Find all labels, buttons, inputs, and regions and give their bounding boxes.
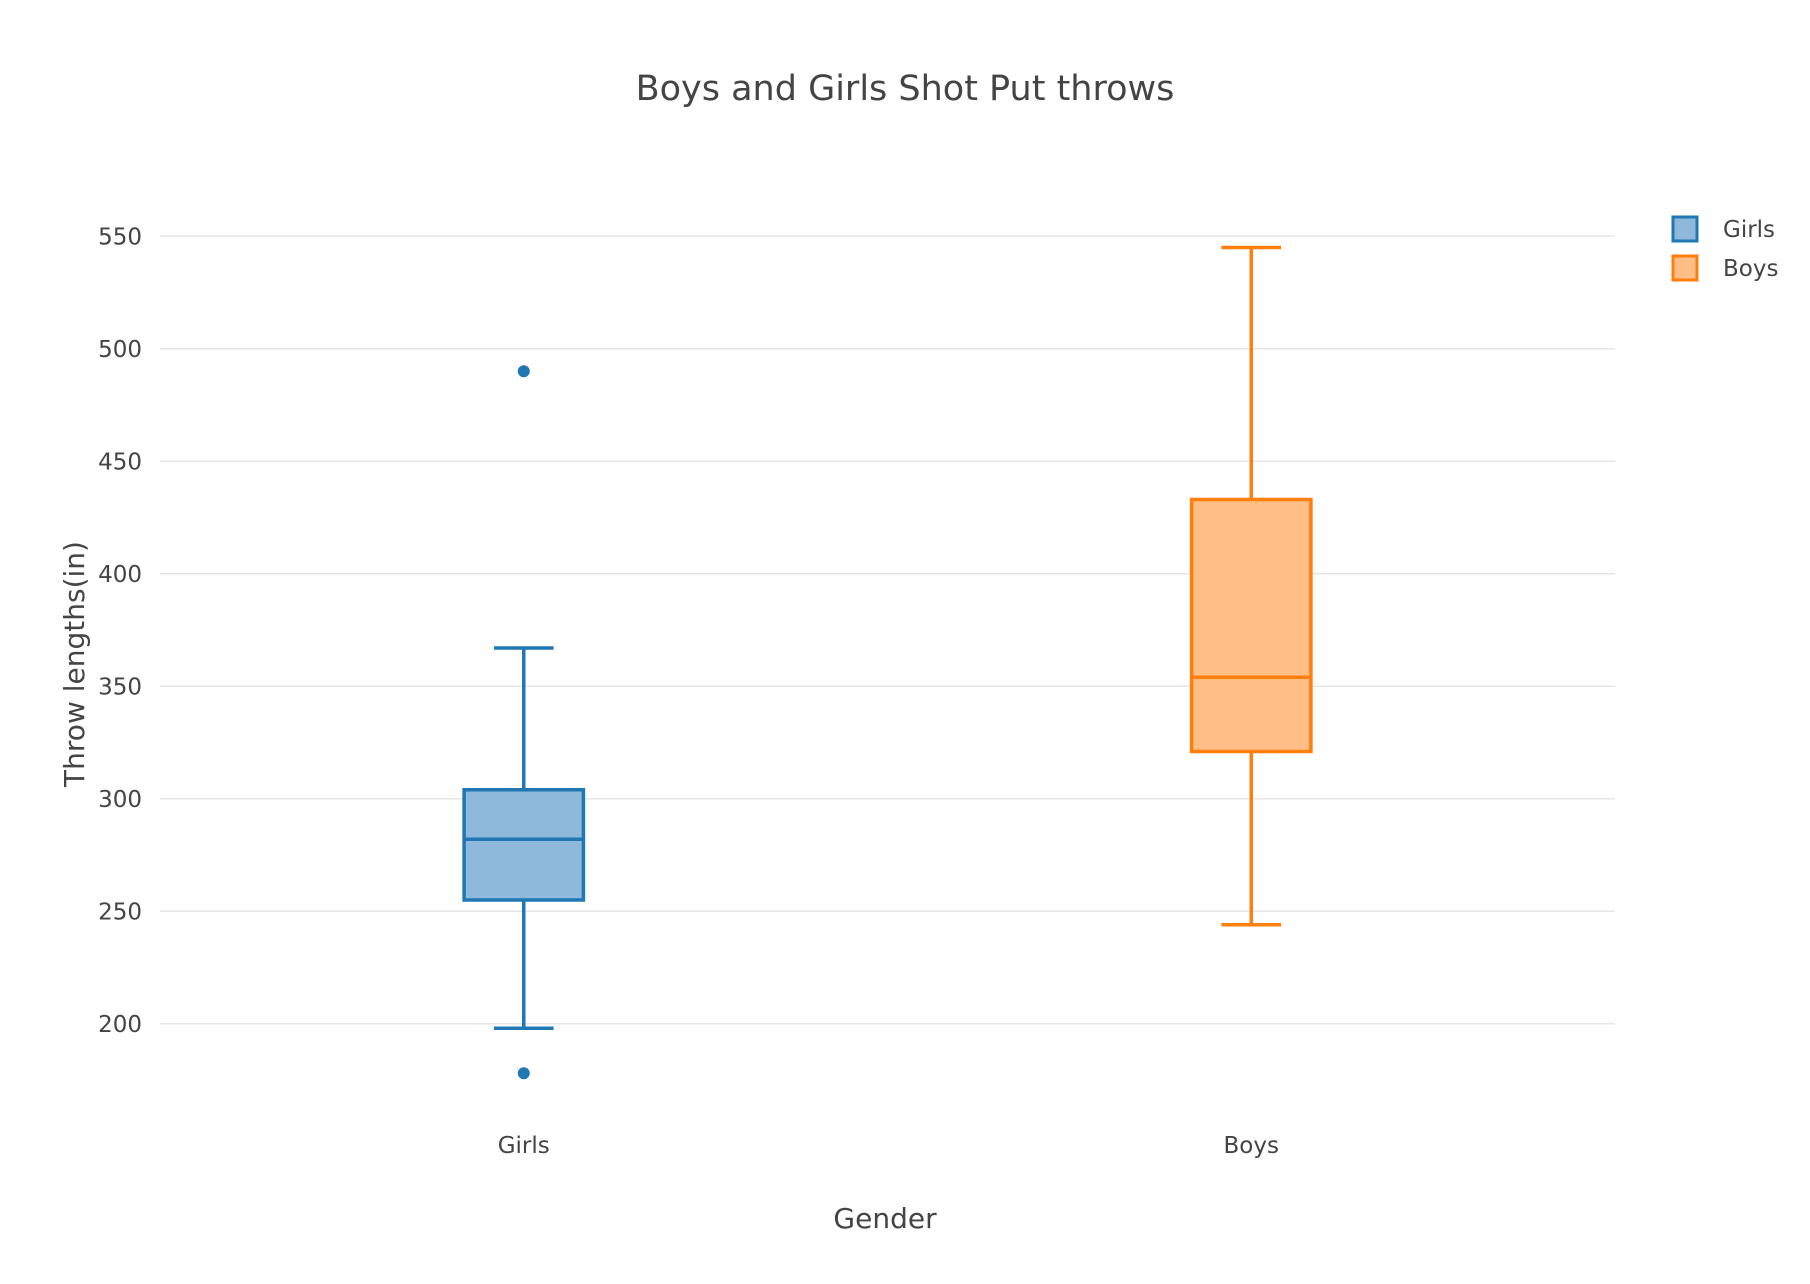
y-tick-label: 300 <box>98 787 142 813</box>
legend-swatch <box>1671 215 1699 243</box>
x-axis-ticks: Girls Boys <box>498 1133 1279 1159</box>
y-tick-label: 350 <box>98 674 142 700</box>
legend-swatch <box>1671 254 1699 282</box>
y-tick-label: 250 <box>98 899 142 925</box>
legend-label: Boys <box>1723 256 1778 282</box>
outlier-point <box>517 1067 530 1080</box>
gridlines <box>160 235 1615 1025</box>
y-tick-label: 550 <box>98 224 142 250</box>
y-tick-label: 450 <box>98 449 142 475</box>
box-series <box>462 245 1313 1080</box>
legend-item-girls[interactable]: Girls <box>1671 215 1775 243</box>
iqr-box <box>462 788 586 902</box>
legend-item-boys[interactable]: Boys <box>1671 254 1778 282</box>
x-tick-label: Boys <box>1224 1133 1279 1159</box>
box-girls[interactable] <box>462 365 586 1080</box>
chart-title: Boys and Girls Shot Put throws <box>636 69 1175 109</box>
outlier-point <box>517 365 530 378</box>
y-tick-label: 400 <box>98 562 142 588</box>
x-tick-label: Girls <box>498 1133 550 1159</box>
y-axis-ticks: 200 250 300 350 400 450 500 550 <box>98 224 142 1038</box>
y-axis-title: Throw lengths(in) <box>58 541 91 788</box>
y-tick-label: 200 <box>98 1012 142 1038</box>
iqr-box <box>1189 497 1313 754</box>
legend[interactable]: Girls Boys <box>1671 215 1778 282</box>
legend-label: Girls <box>1723 217 1775 243</box>
box-boys[interactable] <box>1189 245 1313 927</box>
x-axis-title: Gender <box>833 1202 937 1235</box>
y-tick-label: 500 <box>98 337 142 363</box>
